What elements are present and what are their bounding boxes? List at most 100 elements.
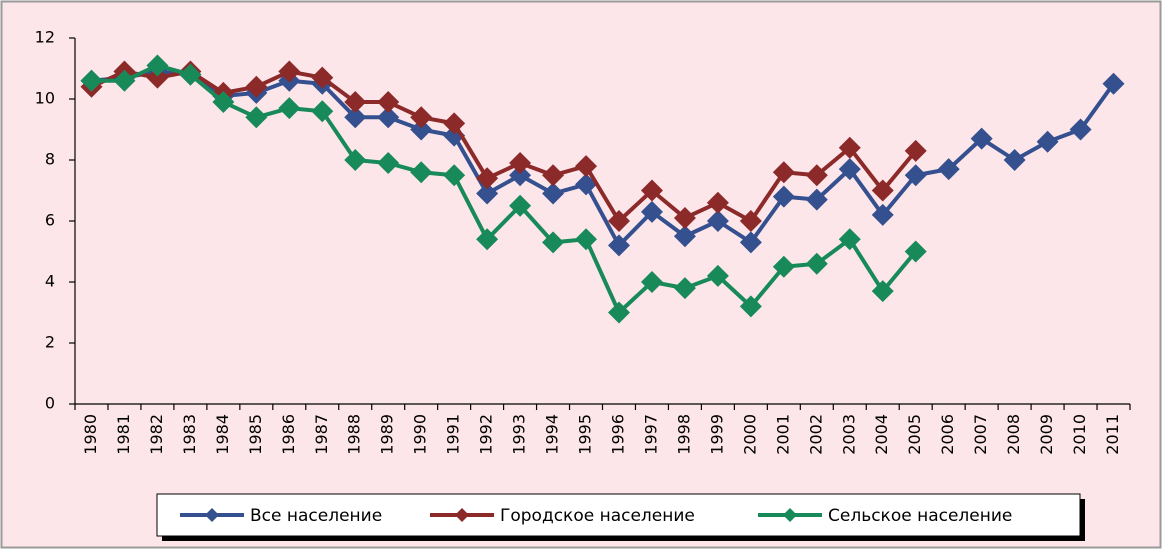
- point-marker: [1003, 149, 1026, 171]
- point-marker: [509, 164, 532, 187]
- x-tick-label: 1984: [213, 414, 232, 455]
- y-tick-label: 6: [45, 211, 55, 230]
- x-tick-label: 1988: [345, 414, 364, 455]
- point-marker: [443, 112, 466, 135]
- point-marker: [509, 152, 532, 175]
- x-tick-label: 1998: [674, 414, 693, 455]
- point-marker: [344, 91, 367, 114]
- x-tick-label: 2003: [839, 414, 858, 455]
- x-tick-label: 1983: [180, 414, 199, 455]
- x-tick-label: 2011: [1103, 414, 1122, 455]
- point-marker: [871, 203, 894, 226]
- point-marker: [575, 155, 598, 178]
- point-marker: [1102, 72, 1125, 95]
- point-marker: [509, 194, 532, 217]
- point-marker: [937, 158, 960, 181]
- point-marker: [443, 164, 466, 187]
- point-marker: [706, 191, 729, 214]
- point-marker: [476, 182, 499, 205]
- legend: [156, 493, 1081, 537]
- point-marker: [1069, 118, 1092, 141]
- x-tick-label: 2002: [806, 414, 825, 455]
- point-marker: [575, 228, 598, 251]
- x-tick-label: 1980: [81, 414, 100, 455]
- x-tick-label: 1997: [641, 414, 660, 455]
- point-marker: [739, 210, 762, 232]
- x-tick-label: 1985: [246, 414, 265, 455]
- point-marker: [607, 301, 630, 324]
- y-tick-label: 4: [45, 272, 55, 291]
- x-tick-label: 2004: [872, 414, 891, 455]
- point-marker: [410, 118, 433, 141]
- point-marker: [673, 206, 696, 229]
- point-marker: [344, 149, 367, 171]
- point-marker: [772, 161, 795, 184]
- x-tick-label: 1994: [543, 414, 562, 455]
- legend-marker: [205, 508, 219, 522]
- point-marker: [410, 161, 433, 184]
- point-marker: [146, 66, 169, 89]
- legend-label: Городское население: [500, 506, 695, 526]
- x-tick-label: 2000: [740, 414, 759, 455]
- point-marker: [311, 100, 334, 123]
- point-marker: [772, 185, 795, 208]
- x-tick-label: 1981: [114, 414, 133, 455]
- y-tick-label: 2: [45, 333, 55, 352]
- point-marker: [377, 91, 400, 114]
- point-marker: [739, 231, 762, 254]
- point-marker: [179, 63, 202, 86]
- x-tick-label: 1986: [279, 414, 298, 455]
- point-marker: [344, 106, 367, 129]
- point-marker: [377, 106, 400, 129]
- point-marker: [805, 252, 828, 275]
- point-marker: [871, 179, 894, 202]
- point-marker: [838, 228, 861, 251]
- legend-label: Все население: [250, 506, 382, 526]
- x-tick-label: 1992: [477, 414, 496, 455]
- point-marker: [278, 97, 301, 120]
- point-marker: [805, 188, 828, 211]
- x-tick-label: 2001: [773, 414, 792, 455]
- point-marker: [476, 167, 499, 190]
- point-marker: [476, 228, 499, 251]
- point-marker: [80, 69, 103, 92]
- y-tick-label: 10: [35, 89, 55, 108]
- x-tick-label: 1991: [444, 414, 463, 455]
- point-marker: [607, 234, 630, 257]
- point-marker: [245, 75, 268, 98]
- point-marker: [542, 231, 565, 254]
- x-tick-label: 2007: [971, 414, 990, 455]
- x-tick-label: 2006: [938, 414, 957, 455]
- point-marker: [640, 271, 663, 293]
- point-marker: [146, 54, 169, 77]
- point-marker: [245, 106, 268, 129]
- point-marker: [311, 66, 334, 89]
- point-marker: [838, 136, 861, 159]
- point-marker: [706, 210, 729, 232]
- point-marker: [673, 225, 696, 248]
- point-marker: [904, 240, 927, 263]
- point-marker: [1036, 130, 1059, 153]
- point-marker: [772, 255, 795, 278]
- point-marker: [113, 69, 136, 92]
- point-marker: [805, 164, 828, 187]
- point-marker: [970, 127, 993, 150]
- x-tick-label: 1999: [707, 414, 726, 455]
- point-marker: [607, 210, 630, 232]
- legend-marker: [783, 508, 797, 522]
- point-marker: [904, 164, 927, 187]
- point-marker: [706, 264, 729, 287]
- point-marker: [871, 280, 894, 303]
- point-marker: [904, 139, 927, 162]
- legend-marker: [455, 508, 469, 522]
- x-tick-label: 1982: [147, 414, 166, 455]
- x-tick-label: 1989: [378, 414, 397, 455]
- legend-label: Сельское население: [828, 506, 1012, 526]
- x-tick-label: 2010: [1070, 414, 1089, 455]
- x-tick-label: 1996: [608, 414, 627, 455]
- point-marker: [377, 152, 400, 175]
- point-marker: [640, 200, 663, 223]
- point-marker: [838, 158, 861, 181]
- x-tick-label: 2008: [1004, 414, 1023, 455]
